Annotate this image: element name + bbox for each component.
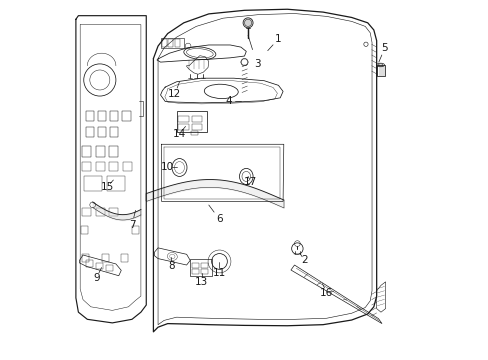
Bar	[105, 265, 112, 271]
Bar	[132, 226, 139, 234]
Circle shape	[243, 18, 253, 28]
Bar	[160, 38, 183, 48]
Bar	[82, 162, 91, 171]
Bar	[122, 111, 130, 121]
Bar	[191, 116, 202, 122]
Bar	[191, 123, 202, 130]
Text: 12: 12	[168, 89, 181, 99]
Bar	[190, 258, 212, 276]
Bar	[201, 263, 208, 267]
Bar	[85, 111, 94, 121]
Bar	[82, 146, 91, 157]
Bar	[82, 208, 91, 216]
Text: 13: 13	[195, 277, 208, 287]
Text: 7: 7	[128, 220, 135, 230]
Bar	[168, 39, 173, 47]
Bar	[95, 262, 102, 269]
Bar	[201, 269, 208, 274]
Text: 17: 17	[244, 177, 257, 187]
Bar	[178, 116, 188, 122]
Bar	[109, 208, 118, 216]
Bar	[110, 127, 118, 137]
Text: 11: 11	[212, 268, 225, 278]
Text: 16: 16	[319, 288, 333, 297]
Bar	[95, 146, 104, 157]
Bar	[107, 176, 124, 191]
Bar	[110, 111, 118, 121]
Text: 5: 5	[381, 43, 387, 53]
Bar	[178, 123, 188, 130]
Bar	[121, 254, 128, 262]
Bar	[109, 146, 118, 157]
Bar	[84, 176, 102, 191]
Bar	[82, 254, 89, 262]
Text: 14: 14	[172, 129, 186, 139]
Text: 8: 8	[167, 261, 174, 271]
Text: 15: 15	[100, 182, 113, 192]
Text: 4: 4	[224, 96, 231, 107]
Bar	[85, 260, 93, 267]
Bar	[176, 111, 206, 132]
Bar	[376, 65, 384, 76]
Bar	[109, 162, 118, 171]
Bar	[95, 208, 104, 216]
Bar	[122, 162, 132, 171]
Text: 6: 6	[216, 214, 223, 224]
Bar	[98, 111, 106, 121]
Bar	[190, 131, 198, 135]
Bar	[102, 254, 108, 262]
Text: 10: 10	[160, 162, 173, 172]
Bar	[81, 226, 88, 234]
Bar	[95, 162, 104, 171]
Text: 3: 3	[253, 59, 260, 69]
Text: 1: 1	[275, 34, 281, 44]
Text: 2: 2	[301, 255, 307, 265]
Bar	[85, 127, 94, 137]
Bar	[192, 269, 199, 274]
Bar	[192, 263, 199, 267]
Bar	[162, 39, 166, 47]
Bar	[98, 127, 106, 137]
Bar	[175, 39, 180, 47]
Text: 9: 9	[93, 273, 100, 283]
